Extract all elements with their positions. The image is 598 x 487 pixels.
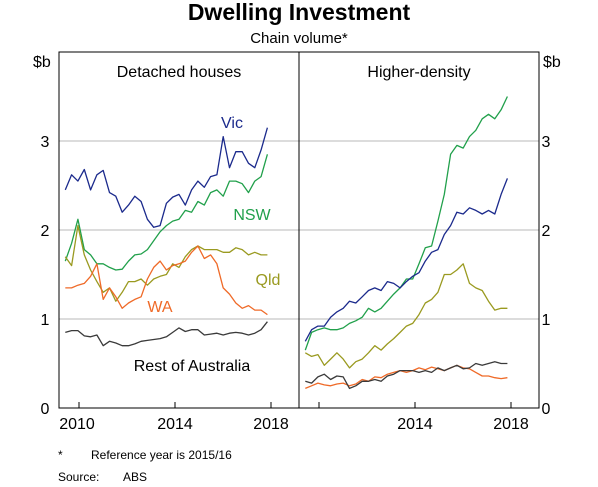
line-higher-density-series-3 <box>304 263 508 369</box>
chart-subtitle: Chain volume* <box>250 30 348 47</box>
x-axis-ticks <box>78 402 512 408</box>
y-tick-label: 0 <box>41 401 50 418</box>
line-detached-nsw <box>64 154 269 271</box>
y-tick-label: 3 <box>542 134 551 151</box>
footnote-marker: * <box>58 448 63 462</box>
line-higher-density-series-4 <box>305 364 508 390</box>
x-tick-label: 2014 <box>157 416 193 433</box>
series-label-rest-of-australia: Rest of Australia <box>134 358 251 375</box>
x-tick-label: 2018 <box>493 416 529 433</box>
series-label-nsw: NSW <box>233 207 271 224</box>
x-tick-label: 2014 <box>397 416 433 433</box>
x-tick-label: 2010 <box>59 416 95 433</box>
panel-title-detached: Detached houses <box>117 64 242 81</box>
series-label-wa: WA <box>147 299 173 316</box>
x-tick-label: 2018 <box>253 416 289 433</box>
y-tick-label: 3 <box>41 134 50 151</box>
y-tick-label: 2 <box>542 223 551 240</box>
source-text: ABS <box>123 470 147 484</box>
series-label-qld: Qld <box>256 272 281 289</box>
line-higher-density-series-5 <box>305 361 508 390</box>
y-tick-label: 2 <box>41 223 50 240</box>
y-tick-labels-right: 0 1 2 3 <box>542 134 551 418</box>
footnote-text: Reference year is 2015/16 <box>91 448 232 462</box>
line-higher-density-series-2 <box>304 178 509 342</box>
y-unit-right: $b <box>543 54 561 71</box>
plot-frame <box>58 51 540 409</box>
y-tick-labels-left: 0 1 2 3 <box>41 134 50 418</box>
line-detached-qld <box>64 224 268 302</box>
y-unit-left: $b <box>33 54 51 71</box>
line-detached-vic <box>64 127 269 228</box>
y-tick-label: 1 <box>542 312 551 329</box>
line-higher-density-series-1 <box>304 96 508 351</box>
chart-title: Dwelling Investment <box>188 0 411 25</box>
y-tick-label: 1 <box>41 312 50 329</box>
series-label-vic: Vic <box>221 115 243 132</box>
plot-layer <box>64 96 509 390</box>
series-labels: Vic NSW Qld WA Rest of Australia <box>134 115 281 375</box>
line-detached-rest-of-australia <box>65 321 268 347</box>
y-tick-label: 0 <box>542 401 551 418</box>
source-label: Source: <box>58 470 99 484</box>
panel-title-higher-density: Higher-density <box>367 64 470 81</box>
x-tick-labels: 2010 2014 2018 2014 2018 <box>59 416 529 433</box>
line-detached-wa <box>65 245 268 316</box>
footnotes: * Reference year is 2015/16 Source: ABS <box>58 448 232 484</box>
